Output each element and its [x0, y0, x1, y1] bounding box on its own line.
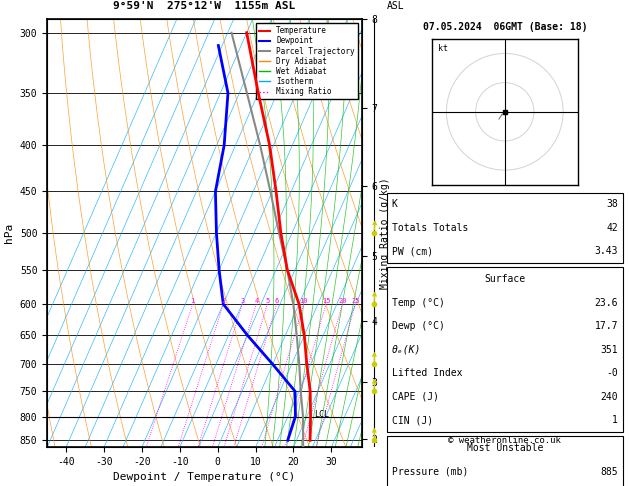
- Text: Dewp (°C): Dewp (°C): [391, 321, 445, 331]
- Text: PW (cm): PW (cm): [391, 246, 433, 257]
- Text: θₑ(K): θₑ(K): [391, 345, 421, 355]
- Text: kt: kt: [438, 44, 448, 52]
- Y-axis label: hPa: hPa: [4, 223, 14, 243]
- Text: Lifted Index: Lifted Index: [391, 368, 462, 378]
- Text: 07.05.2024  06GMT (Base: 18): 07.05.2024 06GMT (Base: 18): [423, 21, 587, 32]
- Text: © weatheronline.co.uk: © weatheronline.co.uk: [448, 436, 561, 445]
- Text: 3.43: 3.43: [594, 246, 618, 257]
- Bar: [387, 436, 623, 486]
- Text: 3: 3: [240, 298, 245, 304]
- Legend: Temperature, Dewpoint, Parcel Trajectory, Dry Adiabat, Wet Adiabat, Isotherm, Mi: Temperature, Dewpoint, Parcel Trajectory…: [255, 23, 358, 99]
- Text: 1: 1: [612, 416, 618, 425]
- Text: 6: 6: [275, 298, 279, 304]
- Text: 15: 15: [322, 298, 330, 304]
- Text: 5: 5: [265, 298, 270, 304]
- Bar: [387, 267, 623, 432]
- Text: 10: 10: [299, 298, 308, 304]
- Y-axis label: Mixing Ratio (g/kg): Mixing Ratio (g/kg): [380, 177, 390, 289]
- Text: Most Unstable: Most Unstable: [467, 443, 543, 453]
- Bar: [387, 192, 623, 263]
- Text: K: K: [391, 199, 398, 209]
- Text: km
ASL: km ASL: [387, 0, 404, 11]
- Text: Surface: Surface: [484, 274, 525, 284]
- Text: Totals Totals: Totals Totals: [391, 223, 468, 233]
- Text: 38: 38: [606, 199, 618, 209]
- Text: 351: 351: [600, 345, 618, 355]
- Text: -0: -0: [606, 368, 618, 378]
- Text: LCL: LCL: [314, 410, 330, 418]
- X-axis label: Dewpoint / Temperature (°C): Dewpoint / Temperature (°C): [113, 472, 296, 483]
- Text: Pressure (mb): Pressure (mb): [391, 467, 468, 477]
- Text: 2: 2: [221, 298, 226, 304]
- Text: 9°59'N  275°12'W  1155m ASL: 9°59'N 275°12'W 1155m ASL: [113, 1, 296, 11]
- Text: 25: 25: [351, 298, 360, 304]
- Text: 42: 42: [606, 223, 618, 233]
- Text: Temp (°C): Temp (°C): [391, 298, 445, 308]
- Text: 17.7: 17.7: [594, 321, 618, 331]
- Text: 885: 885: [600, 467, 618, 477]
- Text: 4: 4: [254, 298, 259, 304]
- Text: 20: 20: [338, 298, 347, 304]
- Text: 23.6: 23.6: [594, 298, 618, 308]
- Text: CIN (J): CIN (J): [391, 416, 433, 425]
- Text: 240: 240: [600, 392, 618, 402]
- Text: CAPE (J): CAPE (J): [391, 392, 438, 402]
- Text: 1: 1: [191, 298, 195, 304]
